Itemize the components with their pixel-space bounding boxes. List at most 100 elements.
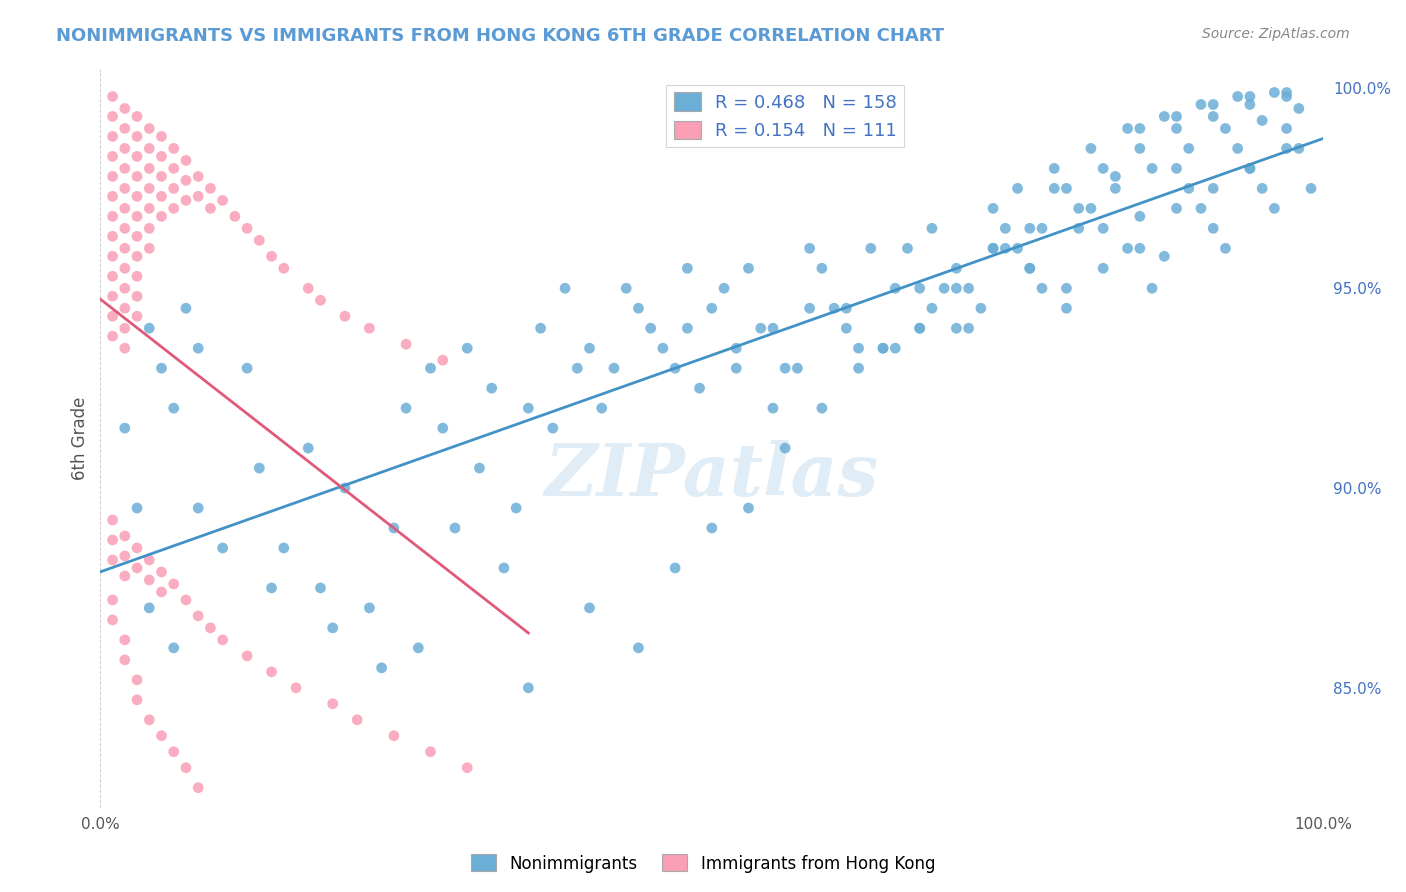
- Point: [211, 194, 233, 208]
- Point: [200, 621, 222, 635]
- Point: [1140, 281, 1163, 295]
- Point: [1166, 121, 1188, 136]
- Point: [382, 729, 405, 743]
- Point: [1215, 241, 1237, 255]
- Point: [224, 210, 246, 224]
- Point: [125, 110, 148, 124]
- Point: [957, 281, 980, 295]
- Point: [1251, 181, 1274, 195]
- Point: [125, 501, 148, 516]
- Point: [395, 337, 418, 351]
- Point: [627, 301, 650, 316]
- Point: [517, 681, 540, 695]
- Point: [114, 261, 136, 276]
- Point: [297, 281, 319, 295]
- Point: [1043, 161, 1066, 176]
- Text: NONIMMIGRANTS VS IMMIGRANTS FROM HONG KONG 6TH GRADE CORRELATION CHART: NONIMMIGRANTS VS IMMIGRANTS FROM HONG KO…: [56, 27, 945, 45]
- Point: [811, 261, 834, 276]
- Point: [1239, 161, 1261, 176]
- Point: [872, 341, 894, 355]
- Point: [1177, 181, 1199, 195]
- Point: [236, 361, 259, 376]
- Point: [444, 521, 467, 535]
- Point: [762, 401, 785, 416]
- Point: [676, 321, 699, 335]
- Point: [432, 421, 454, 435]
- Point: [309, 581, 332, 595]
- Point: [101, 289, 124, 303]
- Point: [737, 501, 759, 516]
- Point: [174, 194, 197, 208]
- Point: [187, 501, 209, 516]
- Point: [125, 269, 148, 284]
- Point: [285, 681, 308, 695]
- Point: [236, 648, 259, 663]
- Point: [835, 301, 858, 316]
- Point: [125, 189, 148, 203]
- Point: [1031, 281, 1053, 295]
- Point: [1202, 221, 1225, 235]
- Point: [101, 110, 124, 124]
- Point: [101, 229, 124, 244]
- Point: [150, 729, 173, 743]
- Point: [163, 141, 186, 155]
- Point: [1239, 97, 1261, 112]
- Point: [114, 341, 136, 355]
- Point: [150, 210, 173, 224]
- Point: [970, 301, 993, 316]
- Point: [211, 632, 233, 647]
- Point: [174, 761, 197, 775]
- Point: [114, 181, 136, 195]
- Point: [981, 202, 1004, 216]
- Point: [138, 141, 160, 155]
- Point: [408, 640, 430, 655]
- Point: [872, 341, 894, 355]
- Point: [1251, 113, 1274, 128]
- Point: [456, 761, 478, 775]
- Point: [1092, 161, 1115, 176]
- Point: [163, 640, 186, 655]
- Point: [114, 321, 136, 335]
- Point: [1104, 169, 1126, 184]
- Point: [260, 581, 283, 595]
- Point: [150, 189, 173, 203]
- Point: [1153, 249, 1175, 263]
- Point: [664, 361, 686, 376]
- Point: [138, 161, 160, 176]
- Point: [1263, 202, 1285, 216]
- Point: [1018, 221, 1040, 235]
- Point: [505, 501, 527, 516]
- Point: [1275, 121, 1298, 136]
- Point: [200, 181, 222, 195]
- Point: [101, 189, 124, 203]
- Point: [395, 401, 418, 416]
- Point: [114, 653, 136, 667]
- Point: [138, 241, 160, 255]
- Point: [125, 210, 148, 224]
- Point: [1129, 121, 1152, 136]
- Point: [529, 321, 551, 335]
- Point: [541, 421, 564, 435]
- Point: [138, 553, 160, 567]
- Point: [114, 549, 136, 563]
- Point: [848, 341, 870, 355]
- Point: [578, 601, 600, 615]
- Point: [1092, 261, 1115, 276]
- Point: [333, 481, 356, 495]
- Point: [346, 713, 368, 727]
- Point: [114, 281, 136, 295]
- Point: [773, 441, 796, 455]
- Point: [174, 593, 197, 607]
- Point: [150, 129, 173, 144]
- Point: [848, 361, 870, 376]
- Point: [676, 261, 699, 276]
- Point: [578, 341, 600, 355]
- Point: [211, 541, 233, 555]
- Point: [138, 202, 160, 216]
- Point: [651, 341, 673, 355]
- Point: [273, 541, 295, 555]
- Point: [125, 149, 148, 163]
- Point: [664, 561, 686, 575]
- Point: [689, 381, 711, 395]
- Point: [823, 301, 845, 316]
